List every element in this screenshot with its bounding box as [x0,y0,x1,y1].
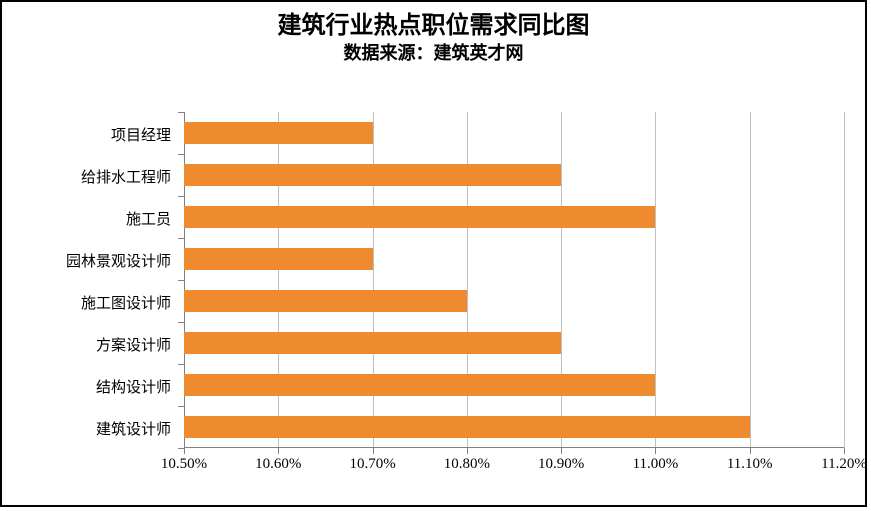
y-tick [178,238,184,239]
x-tick [561,448,562,454]
y-tick [178,280,184,281]
y-tick [178,196,184,197]
plot-area [184,112,844,448]
x-tick-label: 10.90% [538,456,584,473]
chart-title: 建筑行业热点职位需求同比图 [2,12,865,41]
gridline [750,112,751,448]
chart-container: 建筑行业热点职位需求同比图 数据来源：建筑英才网 10.50% 10.60% 10.… [0,0,867,507]
x-tick-label: 10.70% [349,456,395,473]
gridline [561,112,562,448]
x-tick-label: 11.10% [727,456,773,473]
x-axis-line [184,447,844,448]
y-tick [178,364,184,365]
bar [184,290,467,312]
bar [184,248,373,270]
x-tick [373,448,374,454]
x-tick [844,448,845,454]
y-tick [178,448,184,449]
bar [184,122,373,144]
x-tick-label: 11.20% [821,456,867,473]
x-tick-label: 10.50% [161,456,207,473]
gridline [278,112,279,448]
bar [184,164,561,186]
bar [184,416,750,438]
bar [184,206,655,228]
bar [184,374,655,396]
y-category-label: 园林景观设计师 [1,250,171,271]
x-tick-label: 11.00% [633,456,679,473]
y-tick [178,154,184,155]
y-category-label: 结构设计师 [1,376,171,397]
x-tick [184,448,185,454]
y-axis-line [184,112,185,448]
x-tick [750,448,751,454]
gridline [373,112,374,448]
y-category-label: 施工图设计师 [1,292,171,313]
bar [184,332,561,354]
y-tick [178,406,184,407]
chart-subtitle: 数据来源：建筑英才网 [2,43,865,65]
gridline [844,112,845,448]
y-category-label: 方案设计师 [1,334,171,355]
x-tick-label: 10.80% [444,456,490,473]
gridline [467,112,468,448]
x-tick-label: 10.60% [255,456,301,473]
gridline [655,112,656,448]
x-tick [278,448,279,454]
y-category-label: 建筑设计师 [1,418,171,439]
x-tick [467,448,468,454]
y-category-label: 施工员 [1,208,171,229]
y-tick [178,322,184,323]
x-tick [655,448,656,454]
y-tick [178,112,184,113]
y-category-label: 项目经理 [1,124,171,145]
y-category-label: 给排水工程师 [1,166,171,187]
